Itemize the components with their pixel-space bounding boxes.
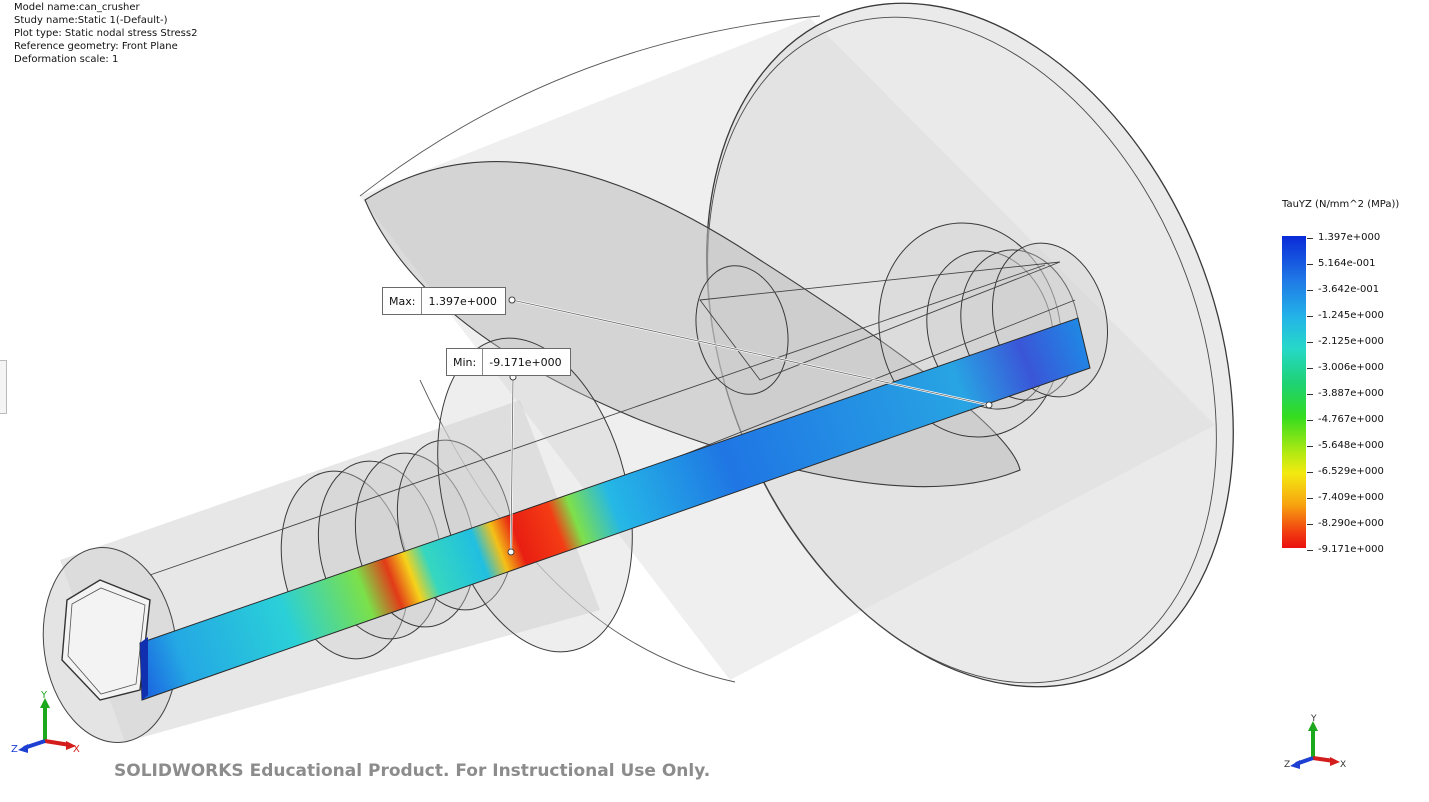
- legend-tick-label: -3.887e+000: [1318, 388, 1384, 399]
- hopper-edge-top: [359, 15, 821, 197]
- triad-right-y-label: Y: [1310, 714, 1317, 724]
- min-callout-value: -9.171e+000: [489, 355, 562, 369]
- legend-tick-label: -9.171e+000: [1318, 544, 1384, 555]
- legend-tick-label: -5.648e+000: [1318, 440, 1384, 451]
- legend-tick-label: -1.245e+000: [1318, 310, 1384, 321]
- legend-tick-label: -8.290e+000: [1318, 518, 1384, 529]
- hex-inner: [67, 587, 146, 695]
- triad-right: [1290, 721, 1340, 769]
- legend-tick-label: -2.125e+000: [1318, 336, 1384, 347]
- model-name: Model name:can_crusher: [14, 2, 140, 13]
- legend-tick-label: -6.529e+000: [1318, 466, 1384, 477]
- max-leader-dot: [508, 296, 516, 304]
- study-name: Study name:Static 1(-Default-): [14, 15, 168, 26]
- legend-tick-label: -7.409e+000: [1318, 492, 1384, 503]
- legend-title: TauYZ (N/mm^2 (MPa)): [1282, 199, 1400, 210]
- max-callout-value: 1.397e+000: [428, 294, 497, 308]
- min-point-dot: [507, 548, 515, 556]
- legend-tick-mark: [1307, 498, 1313, 499]
- legend-tick-mark: [1307, 420, 1313, 421]
- legend-tick-mark: [1307, 472, 1313, 473]
- legend-tick-mark: [1307, 524, 1313, 525]
- legend-tick-label: -3.642e-001: [1318, 284, 1380, 295]
- legend-tick-mark: [1307, 290, 1313, 291]
- legend-tick-label: -3.006e+000: [1318, 362, 1384, 373]
- min-callout-label: Min:: [447, 349, 484, 375]
- legend-color-bar[interactable]: [1282, 236, 1306, 548]
- blade-outline: [699, 261, 1061, 381]
- triad-left-y-label: Y: [40, 690, 48, 701]
- legend-tick-mark: [1307, 238, 1313, 239]
- plot-type: Plot type: Static nodal stress Stress2: [14, 28, 198, 39]
- watermark: SOLIDWORKS Educational Product. For Inst…: [114, 761, 711, 781]
- legend-tick-label: 1.397e+000: [1318, 232, 1381, 243]
- max-callout-label: Max:: [383, 288, 423, 314]
- triad-left-z-label: Z: [11, 744, 18, 755]
- triad-right-x-label: X: [1340, 760, 1346, 770]
- reference-geometry: Reference geometry: Front Plane: [14, 41, 178, 52]
- section-bevel: [140, 637, 148, 700]
- deformation-scale: Deformation scale: 1: [14, 54, 119, 65]
- hex-opening: [61, 579, 151, 701]
- stress-plot-section: [139, 317, 1091, 701]
- triad-left: [18, 698, 76, 753]
- legend-tick-label: 5.164e-001: [1318, 258, 1376, 269]
- legend-tick-label: -4.767e+000: [1318, 414, 1384, 425]
- max-callout[interactable]: Max: 1.397e+000: [382, 287, 506, 315]
- legend-tick-mark: [1307, 342, 1313, 343]
- legend-tick-mark: [1307, 394, 1313, 395]
- legend-tick-mark: [1307, 316, 1313, 317]
- triad-left-x-label: X: [73, 744, 80, 755]
- legend-tick-mark: [1307, 550, 1313, 551]
- max-point-dot: [985, 401, 993, 409]
- min-callout[interactable]: Min: -9.171e+000: [446, 348, 571, 376]
- legend-tick-mark: [1307, 368, 1313, 369]
- triad-right-z-label: Z: [1284, 760, 1290, 770]
- panel-collapse-handle[interactable]: [0, 360, 7, 414]
- legend-tick-mark: [1307, 446, 1313, 447]
- study-info: Model name:can_crusher Study name:Static…: [14, 1, 197, 66]
- legend-tick-mark: [1307, 264, 1313, 265]
